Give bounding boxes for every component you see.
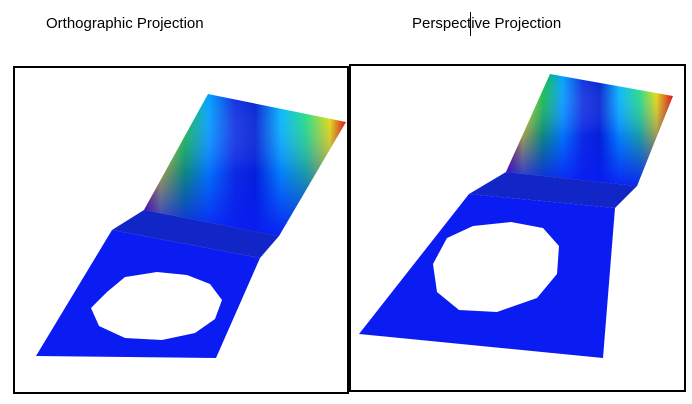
perspective-view-panel[interactable] bbox=[349, 64, 686, 392]
orthographic-render bbox=[36, 94, 346, 358]
hole bbox=[91, 272, 222, 340]
bend-region bbox=[469, 172, 637, 208]
hole bbox=[433, 222, 559, 312]
perspective-render bbox=[359, 74, 673, 358]
bend-region bbox=[112, 210, 279, 258]
orthographic-caption: Orthographic Projection bbox=[46, 15, 204, 32]
orthographic-view-panel[interactable] bbox=[13, 66, 349, 394]
perspective-caption: Perspective Projection bbox=[412, 15, 562, 32]
text-cursor bbox=[470, 12, 471, 36]
